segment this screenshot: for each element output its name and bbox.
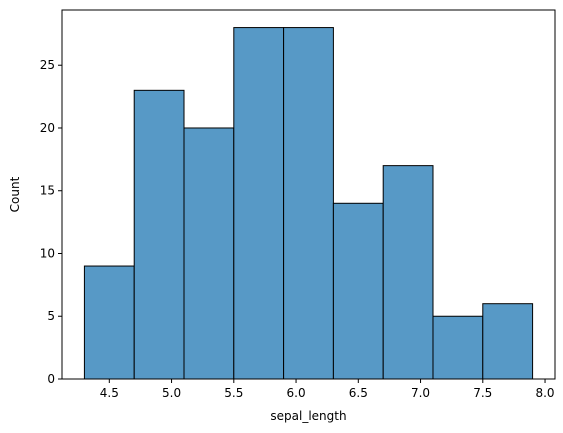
x-tick-label: 8.0 xyxy=(535,386,554,400)
histogram-bar xyxy=(233,27,285,380)
x-tick-label: 7.5 xyxy=(473,386,492,400)
histogram-bar xyxy=(283,27,334,380)
y-axis-label: Count xyxy=(8,176,22,212)
bars-group xyxy=(83,27,534,380)
y-tick-label: 5 xyxy=(47,309,55,323)
y-tick-label: 10 xyxy=(40,246,55,260)
x-axis-ticks: 4.5 5.0 5.5 6.0 6.5 7.0 7.5 8.0 xyxy=(100,379,555,400)
histogram-bar xyxy=(332,202,384,380)
histogram-bar xyxy=(133,89,185,380)
histogram-bar xyxy=(482,303,534,380)
histogram-bar xyxy=(183,127,235,380)
x-tick-label: 5.5 xyxy=(224,386,243,400)
y-tick-label: 0 xyxy=(47,372,55,386)
histogram-bar xyxy=(432,315,484,380)
histogram-bar xyxy=(382,165,434,380)
x-tick-label: 6.5 xyxy=(349,386,368,400)
y-tick-label: 20 xyxy=(40,121,55,135)
plot-frame xyxy=(61,9,556,380)
histogram-bar xyxy=(83,265,135,380)
x-tick-label: 7.0 xyxy=(411,386,430,400)
y-tick-label: 15 xyxy=(40,184,55,198)
x-axis-label: sepal_length xyxy=(270,409,346,423)
x-tick-label: 4.5 xyxy=(100,386,119,400)
x-tick-label: 6.0 xyxy=(287,386,306,400)
y-tick-label: 25 xyxy=(40,58,55,72)
y-axis-ticks: 0 5 10 15 20 25 xyxy=(40,58,62,386)
x-tick-label: 5.0 xyxy=(162,386,181,400)
